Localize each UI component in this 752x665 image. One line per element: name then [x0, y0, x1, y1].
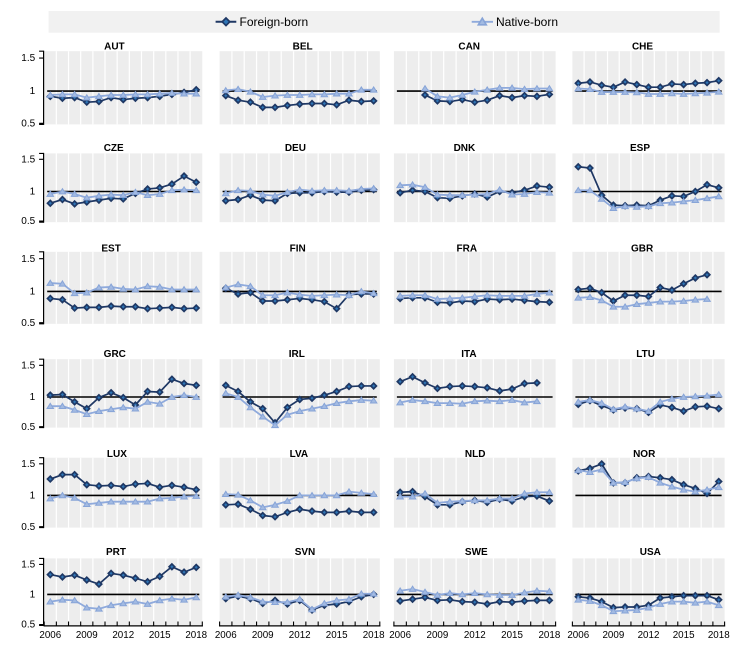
svg-text:2006: 2006: [389, 630, 411, 641]
svg-text:SWE: SWE: [465, 547, 488, 558]
svg-text:2012: 2012: [638, 630, 660, 641]
svg-text:2015: 2015: [673, 630, 695, 641]
svg-text:AUT: AUT: [104, 41, 125, 52]
svg-text:2018: 2018: [185, 630, 207, 641]
svg-text:2012: 2012: [464, 630, 486, 641]
svg-text:0.5: 0.5: [21, 318, 35, 329]
svg-text:NOR: NOR: [633, 449, 656, 460]
svg-text:ITA: ITA: [461, 349, 476, 360]
svg-text:GRC: GRC: [104, 349, 126, 360]
svg-text:CHE: CHE: [632, 41, 653, 52]
svg-text:LVA: LVA: [290, 449, 309, 460]
svg-text:Foreign-born: Foreign-born: [240, 15, 309, 29]
svg-text:DNK: DNK: [454, 143, 476, 154]
svg-text:2012: 2012: [112, 630, 134, 641]
svg-text:0.5: 0.5: [21, 522, 35, 533]
svg-text:FRA: FRA: [457, 243, 478, 254]
svg-text:1: 1: [30, 187, 36, 198]
svg-text:0.5: 0.5: [21, 620, 35, 631]
svg-text:EST: EST: [101, 243, 120, 254]
svg-text:1: 1: [30, 287, 36, 298]
svg-text:Native-born: Native-born: [496, 15, 558, 29]
svg-text:2018: 2018: [538, 630, 560, 641]
svg-text:1: 1: [30, 392, 36, 403]
svg-text:2012: 2012: [289, 630, 311, 641]
svg-text:1.5: 1.5: [21, 53, 35, 64]
svg-text:1.5: 1.5: [21, 360, 35, 371]
svg-text:1: 1: [30, 590, 36, 601]
svg-text:2009: 2009: [427, 630, 449, 641]
svg-text:1: 1: [30, 491, 36, 502]
svg-text:LTU: LTU: [636, 349, 655, 360]
svg-text:USA: USA: [640, 547, 661, 558]
svg-text:1.5: 1.5: [21, 560, 35, 571]
svg-text:CAN: CAN: [458, 41, 480, 52]
svg-text:GBR: GBR: [631, 243, 654, 254]
svg-text:PRT: PRT: [106, 547, 126, 558]
svg-text:1.5: 1.5: [21, 154, 35, 165]
svg-text:IRL: IRL: [289, 349, 305, 360]
svg-text:2006: 2006: [39, 630, 61, 641]
svg-text:BEL: BEL: [293, 41, 313, 52]
svg-text:1.5: 1.5: [21, 459, 35, 470]
svg-text:CZE: CZE: [104, 143, 124, 154]
svg-text:2015: 2015: [326, 630, 348, 641]
svg-text:2006: 2006: [567, 630, 589, 641]
svg-text:0.5: 0.5: [21, 216, 35, 227]
svg-text:2009: 2009: [602, 630, 624, 641]
svg-text:ESP: ESP: [630, 143, 650, 154]
svg-text:2018: 2018: [708, 630, 730, 641]
svg-text:FIN: FIN: [290, 243, 306, 254]
svg-text:1.5: 1.5: [21, 254, 35, 265]
svg-text:0.5: 0.5: [21, 422, 35, 433]
svg-text:2015: 2015: [149, 630, 171, 641]
svg-text:2009: 2009: [252, 630, 274, 641]
svg-text:DEU: DEU: [285, 143, 306, 154]
svg-text:SVN: SVN: [295, 547, 316, 558]
svg-text:NLD: NLD: [465, 449, 486, 460]
svg-text:2015: 2015: [501, 630, 523, 641]
svg-text:2009: 2009: [76, 630, 98, 641]
svg-text:LUX: LUX: [107, 449, 127, 460]
svg-text:1: 1: [30, 86, 36, 97]
svg-text:2018: 2018: [363, 630, 385, 641]
svg-text:2006: 2006: [215, 630, 237, 641]
svg-text:0.5: 0.5: [21, 118, 35, 129]
